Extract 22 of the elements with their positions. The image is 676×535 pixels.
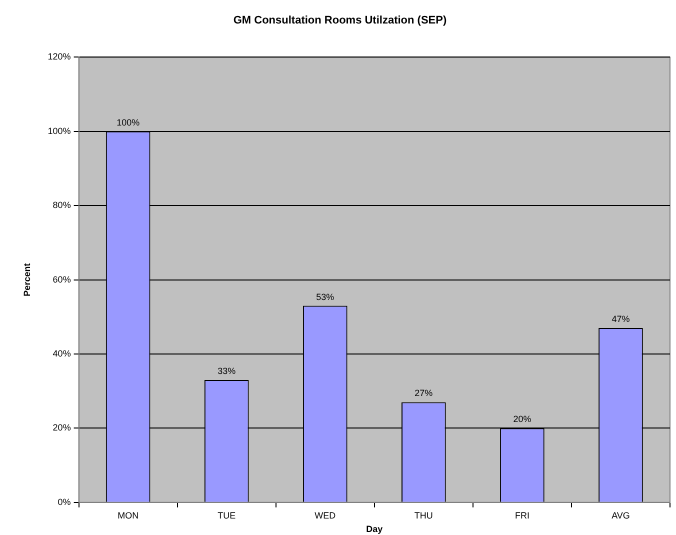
data-label: 47%: [612, 314, 630, 324]
y-tick-label: 20%: [52, 422, 71, 433]
x-tick-label: FRI: [514, 510, 530, 520]
data-label: 27%: [414, 388, 433, 398]
x-axis-title: Day: [366, 524, 383, 534]
x-tick-label: TUE: [218, 510, 236, 520]
x-tick-label: WED: [314, 510, 336, 520]
y-tick-label: 0%: [58, 496, 71, 507]
x-tick-label: MON: [118, 510, 139, 520]
data-label: 20%: [513, 414, 532, 424]
y-tick-label: 100%: [48, 126, 71, 136]
data-label: 53%: [316, 292, 334, 302]
y-tick-label: 80%: [52, 200, 71, 210]
y-tick-label: 120%: [48, 52, 71, 62]
data-label: 33%: [218, 366, 236, 376]
y-tick-label: 60%: [52, 274, 71, 284]
x-tick-label: AVG: [612, 510, 630, 520]
y-tick-label: 40%: [52, 348, 71, 358]
chart-title: GM Consultation Rooms Utilzation (SEP): [233, 14, 447, 27]
x-tick-label: THU: [414, 510, 433, 520]
y-axis-title: Percent: [22, 263, 32, 296]
data-label: 100%: [116, 117, 140, 128]
